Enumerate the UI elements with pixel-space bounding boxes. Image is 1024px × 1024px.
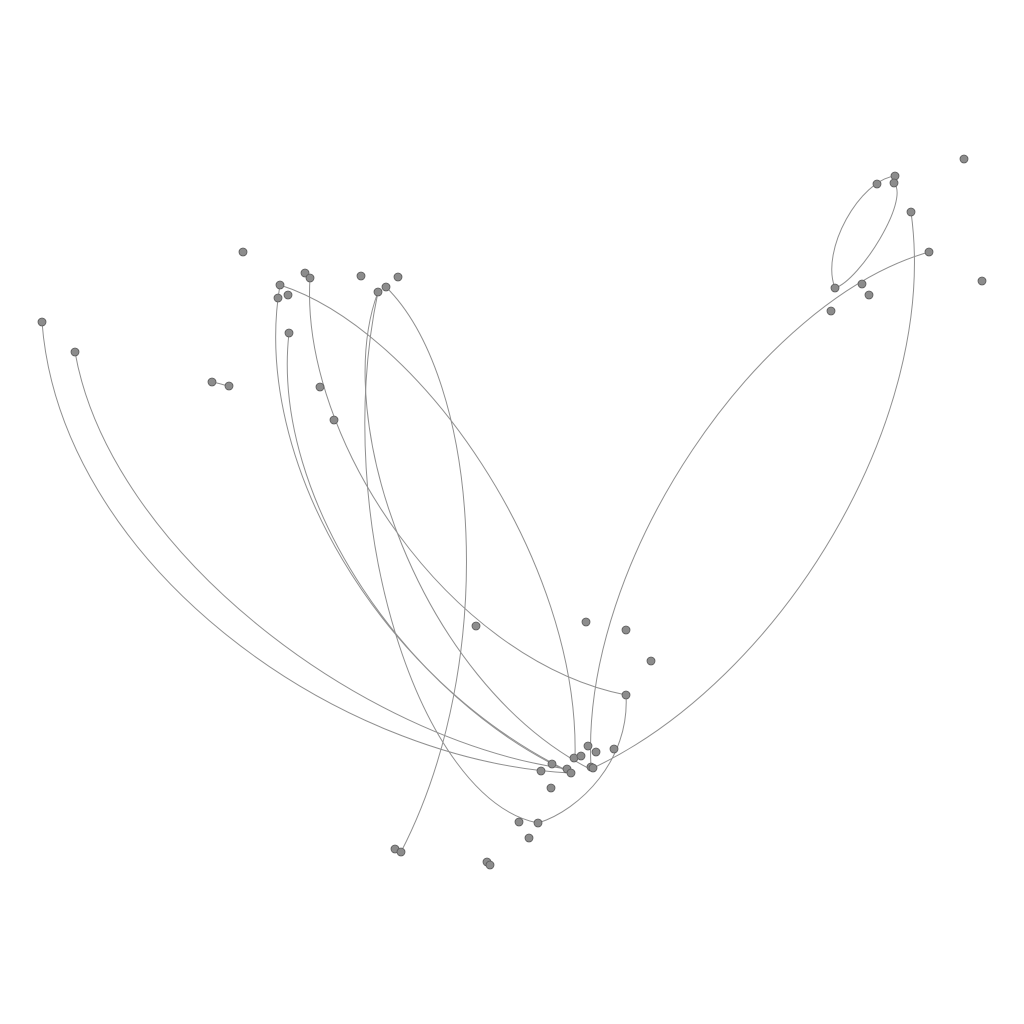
graph-node <box>646 656 656 666</box>
graph-node <box>284 328 294 338</box>
graph-node <box>591 747 601 757</box>
graph-node <box>381 282 391 292</box>
graph-node <box>207 377 217 387</box>
graph-node <box>588 763 598 773</box>
graph-node <box>872 179 882 189</box>
graph-node <box>315 382 325 392</box>
graph-node <box>37 317 47 327</box>
graph-edge <box>592 211 915 769</box>
graph-node <box>546 783 556 793</box>
graph-node <box>471 621 481 631</box>
graph-node <box>581 617 591 627</box>
graph-edge <box>364 291 539 824</box>
graph-node <box>977 276 987 286</box>
graph-node <box>356 271 366 281</box>
graph-node <box>373 287 383 297</box>
graph-node <box>533 818 543 828</box>
graph-node <box>524 833 534 843</box>
graph-edge <box>309 277 627 696</box>
graph-node <box>576 751 586 761</box>
graph-node <box>329 415 339 425</box>
graph-node <box>536 766 546 776</box>
graph-node <box>283 290 293 300</box>
graph-node <box>906 207 916 217</box>
graph-node <box>275 280 285 290</box>
graph-edge <box>286 332 572 774</box>
graph-edge <box>275 284 571 773</box>
graph-node <box>583 741 593 751</box>
graph-node <box>273 293 283 303</box>
graph-node <box>864 290 874 300</box>
graph-node <box>621 690 631 700</box>
graph-edge <box>831 175 896 289</box>
graph-edge <box>834 182 898 289</box>
graph-node <box>485 860 495 870</box>
graph-edge <box>74 351 568 770</box>
graph-node <box>826 306 836 316</box>
graph-node <box>224 381 234 391</box>
graph-node <box>830 283 840 293</box>
graph-node <box>547 759 557 769</box>
graph-node <box>566 768 576 778</box>
graph-node <box>396 847 406 857</box>
graph-node <box>959 154 969 164</box>
edge-layer <box>41 175 930 853</box>
graph-node <box>621 625 631 635</box>
graph-node <box>889 178 899 188</box>
graph-node <box>924 247 934 257</box>
graph-node <box>70 347 80 357</box>
graph-edge <box>279 284 576 759</box>
graph-edge <box>537 694 627 824</box>
graph-node <box>305 273 315 283</box>
graph-edge <box>385 286 467 853</box>
graph-node <box>514 817 524 827</box>
graph-edge <box>590 251 930 768</box>
graph-edge <box>364 291 589 769</box>
graph-node <box>238 247 248 257</box>
graph-node <box>857 279 867 289</box>
graph-edge <box>41 321 571 774</box>
graph-node <box>609 744 619 754</box>
node-layer <box>37 154 987 870</box>
graph-node <box>393 272 403 282</box>
